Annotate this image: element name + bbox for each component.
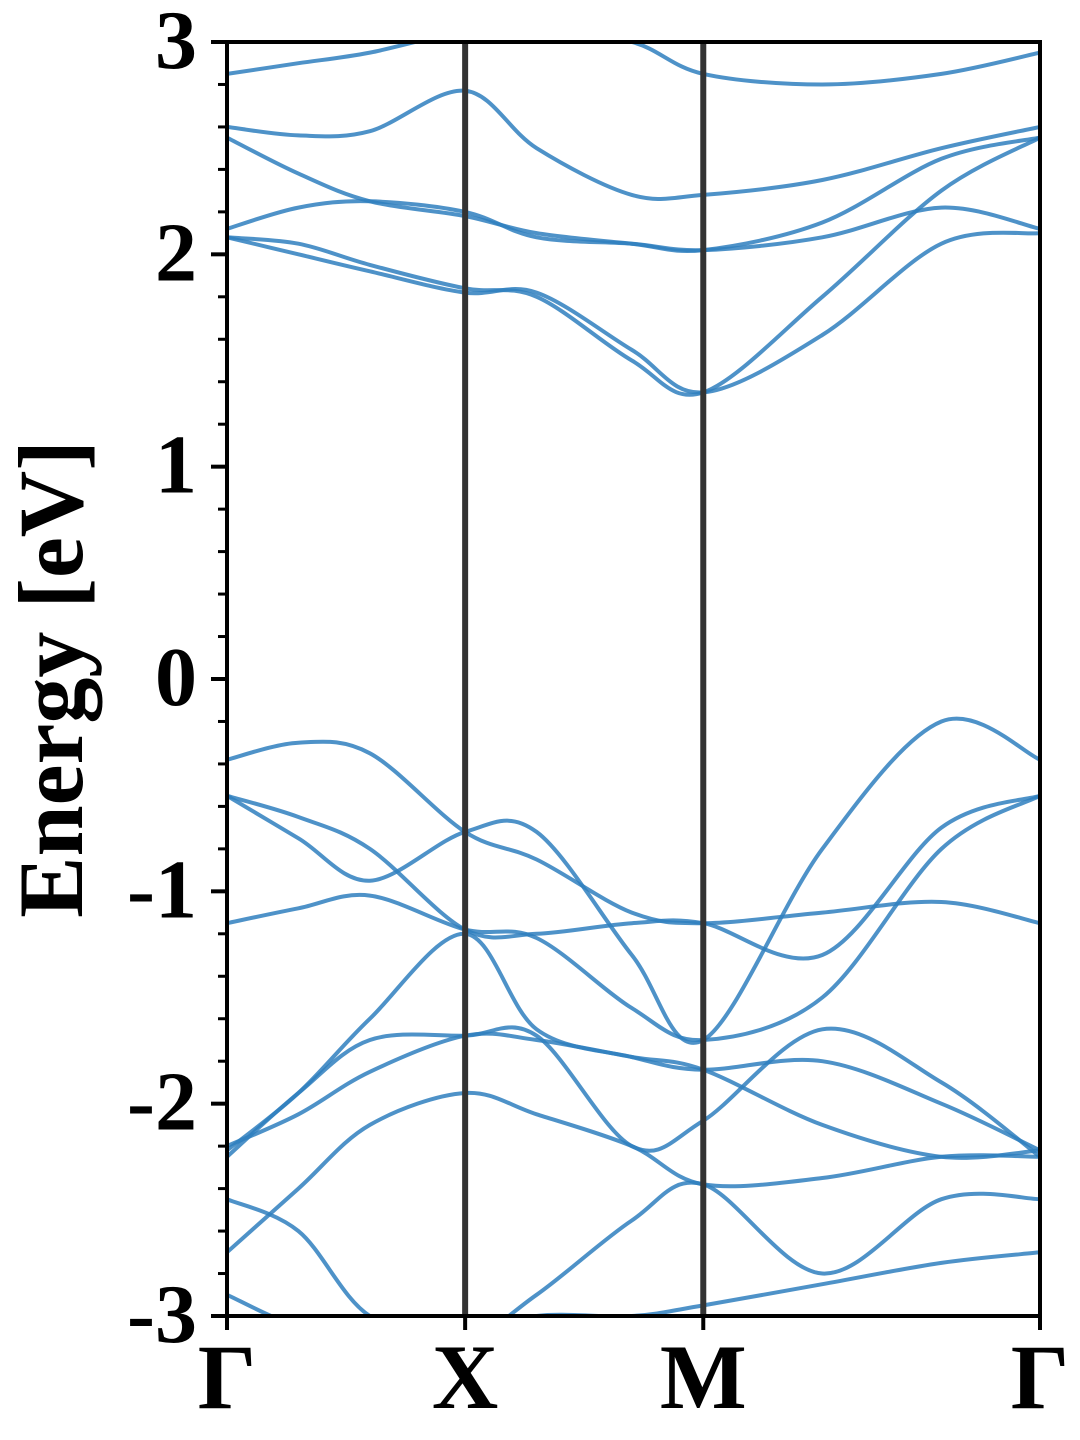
y-tick-label: 1 [155,419,197,512]
band-line-3 [227,199,1040,253]
band-line-6 [227,42,1040,87]
y-tick-label: 2 [155,206,197,299]
y-tick-label: 0 [155,631,197,724]
x-tick-label: M [660,1326,747,1428]
y-tick-label: -1 [127,843,197,936]
band-lines [227,42,1040,1316]
x-tick-label: Γ [198,1326,257,1428]
x-tick-label: X [432,1326,498,1428]
y-axis-label: Energy [eV] [0,440,102,918]
band-line-13 [227,1031,1040,1160]
plot-frame [225,40,1042,1318]
band-line-12 [227,1025,1040,1159]
band-line-8 [227,716,1040,1045]
band-line-15 [227,1090,1040,1254]
y-tick-label: -2 [127,1056,197,1149]
band-line-1 [227,88,1040,201]
band-line-11 [227,931,1040,1153]
band-line-4 [227,230,1040,395]
y-tick-label: 3 [155,0,197,87]
high-symmetry-lines [462,42,707,1316]
band-line-16 [227,1250,1040,1316]
band-line-9 [227,793,1040,961]
x-tick-label: Γ [1011,1326,1070,1428]
y-axis-ticks: -3 -2 -1 0 1 2 3 [127,0,227,1361]
band-line-10 [227,794,1040,1043]
y-tick-label: -3 [127,1268,197,1361]
band-line-5 [227,135,1040,397]
band-line-14 [227,1180,1040,1316]
